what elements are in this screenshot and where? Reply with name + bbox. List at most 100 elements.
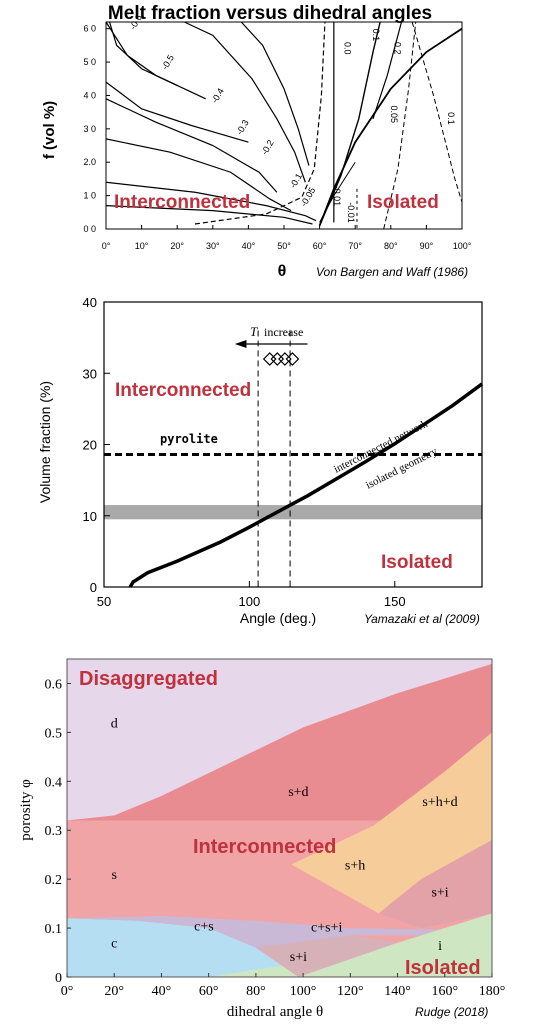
chart2-T-label: T xyxy=(250,324,258,339)
chart1-x-tick-label: 0° xyxy=(102,241,111,251)
chart3-x-tick-label: 0° xyxy=(61,984,74,999)
chart1-contour-positive xyxy=(318,27,463,226)
chart3-x-tick-label: 20° xyxy=(104,984,124,999)
chart1-x-tick-label: 40° xyxy=(242,241,256,251)
chart3-annotation-interconnected: Interconnected xyxy=(193,836,336,858)
chart2-y-tick-label: 40 xyxy=(83,295,97,310)
chart3-y-tick-label: 0.1 xyxy=(45,922,63,937)
chart1-plot-area xyxy=(105,21,463,230)
chart1-contour-positive xyxy=(319,161,356,223)
chart3-ylabel: porosity φ xyxy=(18,779,34,841)
chart1-contour-label: -0.01 xyxy=(346,202,356,223)
chart1-y-tick-label: 1 0 xyxy=(83,191,96,201)
chart2-y-tick-label: 30 xyxy=(83,366,97,381)
chart3-annotation-disaggregated: Disaggregated xyxy=(79,668,218,690)
chart2-x-tick-label: 50 xyxy=(97,594,111,609)
chart1-contour-label: -0.4 xyxy=(209,86,225,104)
chart3-y-ticks: 0 0.1 0.2 0.3 0.4 0.5 0.6 xyxy=(45,677,71,986)
chart1-contour-label: -0.05 xyxy=(298,186,317,209)
chart1-contour-label: 0.1 xyxy=(446,112,456,125)
chart2-data-marker xyxy=(270,352,285,366)
chart2-data-marker xyxy=(278,352,292,366)
chart1-contour-label: 0.2 xyxy=(392,42,402,55)
chart2-y-ticks: 0 10 20 30 40 xyxy=(83,295,110,595)
chart3-y-tick-label: 0.4 xyxy=(45,775,63,790)
chart3-region-label: i xyxy=(438,939,442,954)
chart3-region-si-lower xyxy=(255,935,398,977)
chart1-x-tick-label: 50° xyxy=(277,241,291,251)
chart1-contour-line xyxy=(184,21,306,183)
chart3-region-label: s+h+d xyxy=(422,795,457,810)
chart1-contour-line xyxy=(105,98,278,193)
chart1-y-ticks: 0 0 1 0 2.0 3 0 4 0 5 0 6 0 xyxy=(83,24,110,234)
chart3-region-c xyxy=(67,918,299,977)
chart3-x-tick-label: 180° xyxy=(479,984,506,999)
chart1-x-tick-label: 30° xyxy=(206,241,220,251)
chart1-contour-label: -0.2 xyxy=(259,138,275,156)
chart2-x-tick-label: 150 xyxy=(384,594,406,609)
chart3-region-cs xyxy=(67,915,492,948)
chart3-x-tick-label: 80° xyxy=(246,984,266,999)
chart1-x-ticks: 0° 10° 20° 30° 40° 50° 60° 70° 80° 90° 100° xyxy=(102,225,472,251)
chart3-region-labels: d s+d s+h+d s+h s s+i c+s c+s+i c s+i i xyxy=(111,716,458,964)
chart1-contour-positive xyxy=(372,21,403,120)
chart1-contour-line xyxy=(240,21,310,166)
chart2-plot-area xyxy=(103,301,484,588)
chart3-x-tick-label: 140° xyxy=(384,984,411,999)
chart1-y-tick-label: 6 0 xyxy=(83,24,96,34)
chart-von-bargen: Melt fraction versus dihedral angles -0.… xyxy=(41,3,472,280)
chart2-y-tick-label: 20 xyxy=(83,438,97,453)
chart2-y-tick-label: 10 xyxy=(83,509,97,524)
chart-rudge: d s+d s+h+d s+h s s+i c+s c+s+i c s+i i 0° 20° 40° 60… xyxy=(18,658,506,1020)
chart3-region-label: c+s+i xyxy=(311,921,342,936)
chart2-data-marker xyxy=(285,352,300,366)
chart1-contour-dashed xyxy=(383,21,417,230)
chart2-xlabel: Angle (deg.) xyxy=(240,610,316,626)
chart1-x-tick-label: 60° xyxy=(313,241,327,251)
chart1-contour-line xyxy=(105,181,317,222)
chart3-source: Rudge (2018) xyxy=(415,1005,488,1019)
chart1-x-tick-label: 20° xyxy=(170,241,184,251)
chart1-contour-line xyxy=(105,138,292,212)
chart3-region-label: s xyxy=(111,868,116,883)
chart1-annotation-interconnected: Interconnected xyxy=(114,192,250,213)
chart3-region-i xyxy=(208,913,492,977)
chart3-x-tick-label: 120° xyxy=(337,984,364,999)
chart1-contour-line xyxy=(105,81,249,143)
chart2-band xyxy=(104,505,482,520)
chart3-region-si xyxy=(378,840,492,929)
chart2-pyrolite-label: pyrolite xyxy=(160,432,218,446)
chart3-y-tick-label: 0.6 xyxy=(45,677,63,692)
chart3-frame xyxy=(66,658,493,978)
chart1-y-tick-label: 2.0 xyxy=(83,157,96,167)
chart1-annotation-isolated: Isolated xyxy=(367,192,439,213)
chart1-x-tick-label: 90° xyxy=(420,241,434,251)
chart1-x-tick-label: 80° xyxy=(384,241,398,251)
chart2-T-arrow xyxy=(234,340,308,366)
chart1-contour-label: -0.01 xyxy=(332,186,342,207)
chart1-contour-positive xyxy=(318,21,381,226)
chart1-contour-line xyxy=(105,21,206,100)
chart2-annotation-isolated: Isolated xyxy=(381,552,453,573)
chart1-x-tick-label: 100° xyxy=(453,241,472,251)
chart2-arrow-head xyxy=(234,340,247,348)
chart3-y-tick-label: 0 xyxy=(55,971,62,986)
chart3-region-label: c xyxy=(111,937,117,952)
chart2-y-tick-label: 0 xyxy=(90,580,97,595)
chart1-y-tick-label: 3 0 xyxy=(83,124,96,134)
chart3-region-sd xyxy=(67,663,492,821)
chart3-regions xyxy=(66,658,493,978)
chart1-contour-line xyxy=(105,205,313,225)
chart1-y-tick-label: 0 0 xyxy=(83,224,96,234)
chart3-x-tick-label: 60° xyxy=(199,984,219,999)
chart3-region-label: c+s xyxy=(194,920,214,935)
chart3-y-tick-label: 0.3 xyxy=(45,824,63,839)
chart2-x-tick-label: 100 xyxy=(239,594,261,609)
chart1-contour-label: -0.5 xyxy=(160,53,176,71)
chart2-data-marker xyxy=(262,352,277,366)
chart3-x-tick-label: 100° xyxy=(290,984,317,999)
chart1-xlabel: θ xyxy=(278,263,287,280)
chart1-x-tick-label: 10° xyxy=(135,241,149,251)
chart2-annotation-interconnected: Interconnected xyxy=(115,380,251,401)
chart3-region-label: d xyxy=(111,716,118,731)
